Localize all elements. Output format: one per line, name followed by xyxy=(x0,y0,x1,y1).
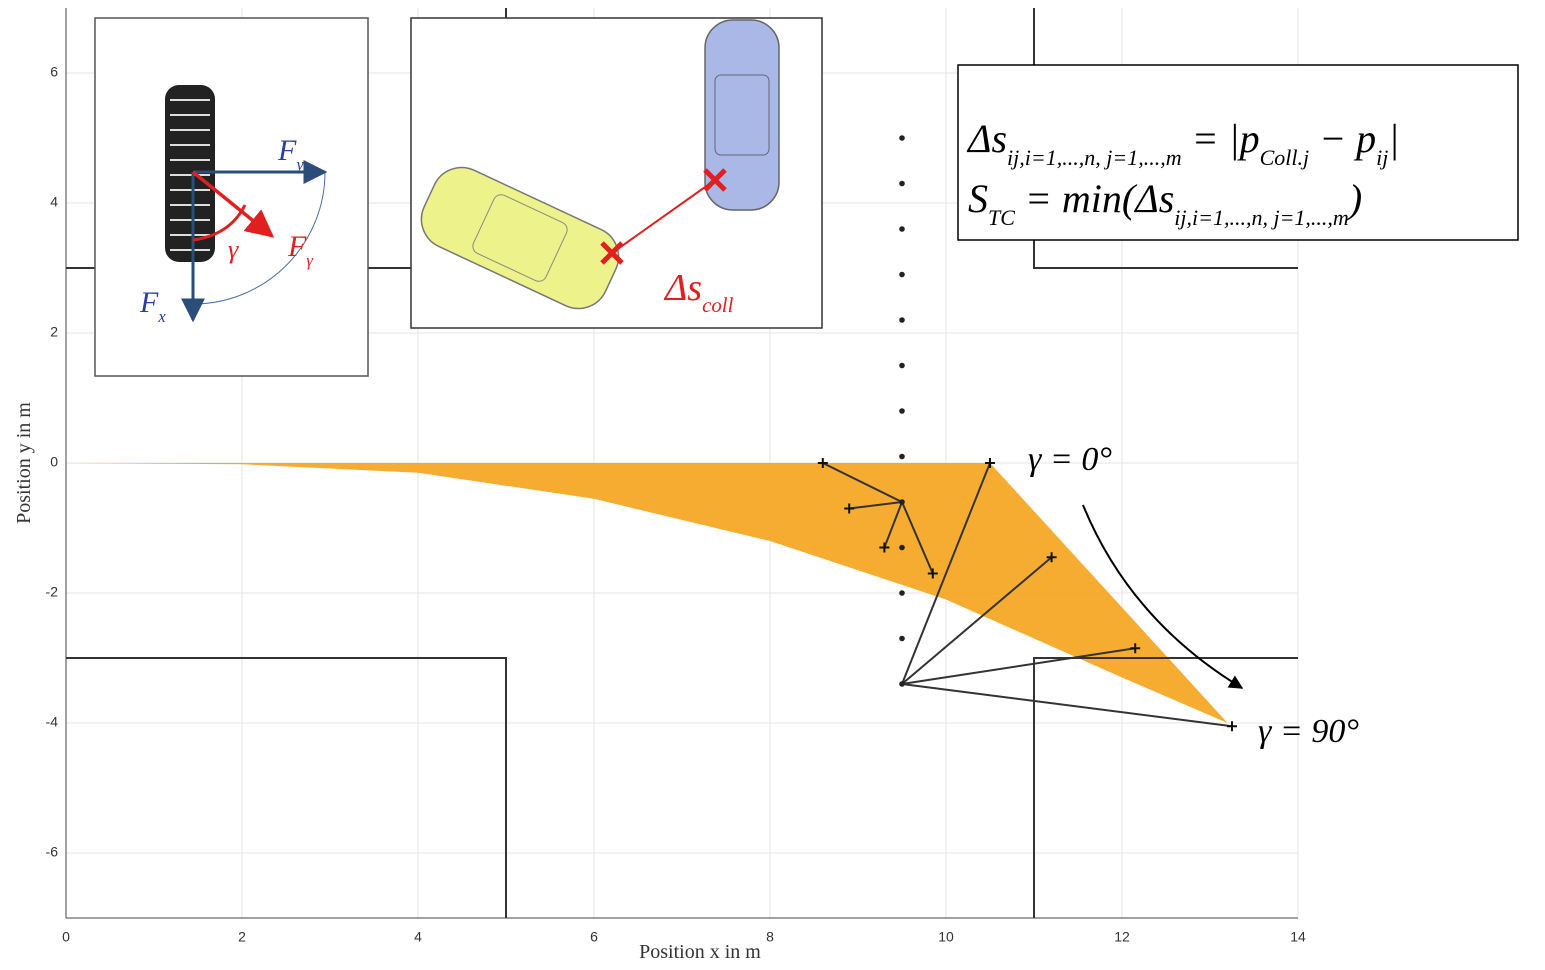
pedestrian-point xyxy=(899,545,905,551)
subscript: x xyxy=(157,307,166,326)
pedestrian-point xyxy=(899,317,905,323)
annotation: γ = 0° xyxy=(1028,441,1112,478)
subscript: γ xyxy=(306,251,313,270)
pedestrian-point xyxy=(899,499,905,505)
x-tick-label: 0 xyxy=(62,929,70,945)
text-part: = | xyxy=(1182,116,1240,161)
text-part: S xyxy=(968,176,988,221)
y-tick-label: 6 xyxy=(50,64,58,80)
text-part: Δs xyxy=(663,267,702,309)
text-part: F xyxy=(139,286,159,319)
pedestrian-point xyxy=(899,590,905,596)
x-tick-label: 4 xyxy=(414,929,422,945)
pedestrian-point xyxy=(899,636,905,642)
page: {"chart_data": { "type": "line", "xlabel… xyxy=(0,0,1545,970)
text-part: ) xyxy=(1347,176,1362,221)
text-part: F xyxy=(287,230,307,263)
text-part: p xyxy=(1353,116,1376,161)
annotation: γ = 90° xyxy=(1258,713,1359,750)
y-tick-label: -6 xyxy=(46,844,59,860)
pedestrian-point xyxy=(899,681,905,687)
pedestrian-point xyxy=(899,272,905,278)
subscript: coll xyxy=(702,293,734,317)
pedestrian-point xyxy=(899,226,905,232)
subscript: ij xyxy=(1376,145,1388,170)
pedestrian-point xyxy=(899,363,905,369)
pedestrian-point xyxy=(899,454,905,460)
subscript: Coll.j xyxy=(1260,145,1310,170)
chart: -6 -4 -2 0 2 4 6 0 2 4 6 8 10 12 14 Position x in m Po… xyxy=(0,0,1545,970)
y-tick-label: 4 xyxy=(50,194,58,210)
x-tick-label: 14 xyxy=(1290,929,1306,945)
text-part: F xyxy=(277,134,297,167)
subscript: ij,i=1,...,n, j=1,...,m xyxy=(1174,205,1349,230)
text-part: | xyxy=(1388,116,1399,161)
pedestrian-point xyxy=(899,408,905,414)
text-part: Δs xyxy=(966,116,1007,161)
text-part: = min(Δs xyxy=(1015,176,1174,221)
x-tick-label: 8 xyxy=(766,929,774,945)
y-tick-label: -2 xyxy=(46,584,59,600)
tire-inset: Fy Fγ Fx γ xyxy=(95,18,368,376)
x-tick-label: 6 xyxy=(590,929,598,945)
subscript: TC xyxy=(988,205,1015,230)
angle-label: γ xyxy=(228,235,239,264)
y-axis-label: Position y in m xyxy=(13,402,35,524)
subscript: y xyxy=(294,155,304,174)
pedestrian-point xyxy=(899,181,905,187)
x-tick-label: 10 xyxy=(938,929,954,945)
formula-box: Δsij,i=1,...,n, j=1,...,m = |pColl.j − p… xyxy=(958,65,1518,240)
collision-inset: Δscoll xyxy=(411,18,822,328)
subscript: ij,i=1,...,n, j=1,...,m xyxy=(1007,145,1182,170)
text-part: γ xyxy=(228,235,239,264)
text-part: − xyxy=(1309,116,1356,161)
y-tick-label: 2 xyxy=(50,324,58,340)
text-part: p xyxy=(1237,116,1260,161)
x-axis-label: Position x in m xyxy=(639,941,761,963)
y-tick-label: 0 xyxy=(50,454,58,470)
x-tick-label: 12 xyxy=(1114,929,1130,945)
y-tick-label: -4 xyxy=(46,714,59,730)
x-tick-label: 2 xyxy=(238,929,246,945)
pedestrian-point xyxy=(899,135,905,141)
